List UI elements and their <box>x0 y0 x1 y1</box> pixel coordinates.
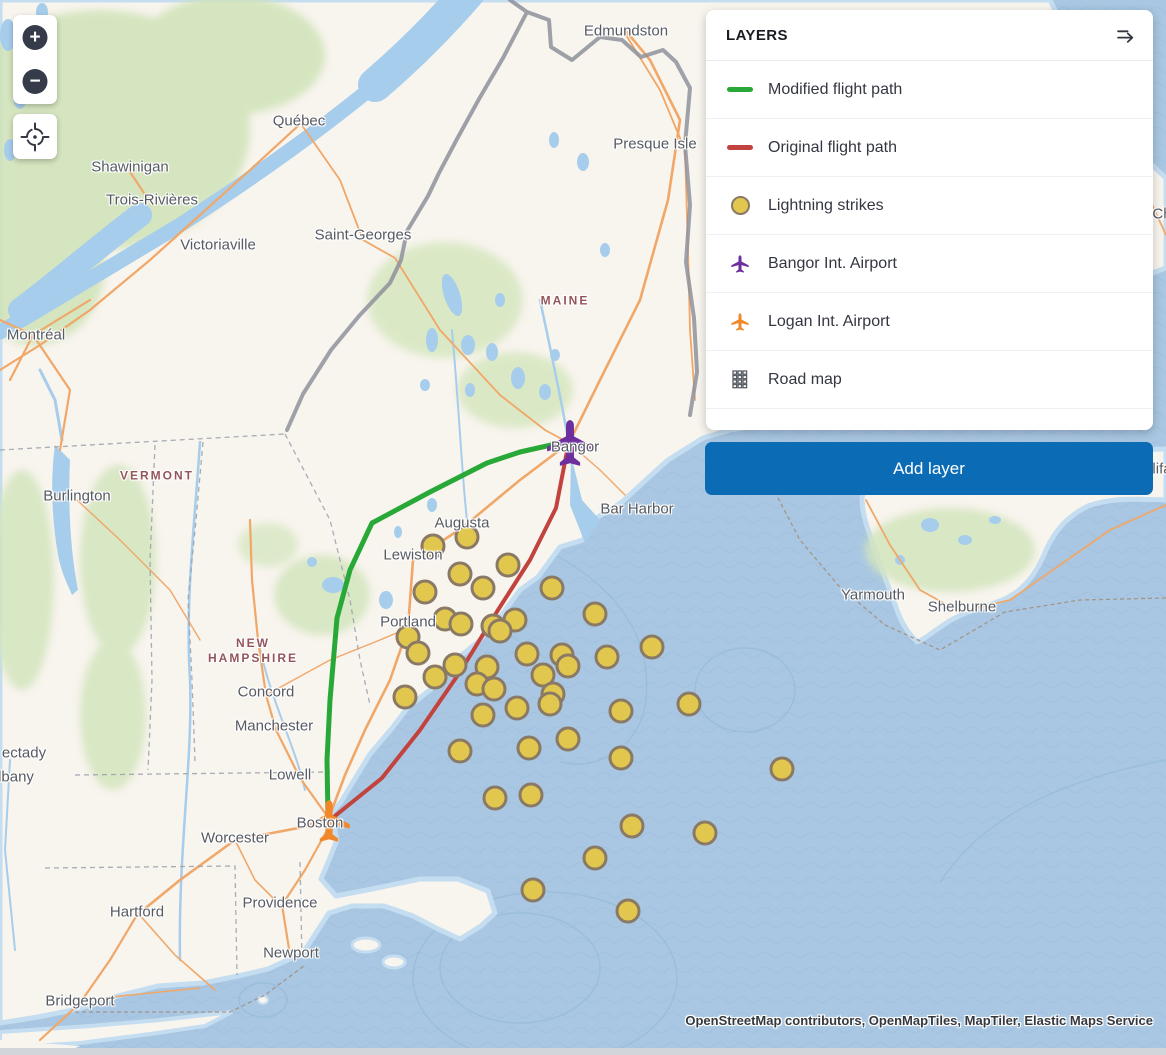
lightning-strike-marker[interactable] <box>487 618 513 644</box>
legend-label: Bangor Int. Airport <box>768 254 897 272</box>
lightning-strike-marker[interactable] <box>514 641 540 667</box>
lightning-strike-marker[interactable] <box>639 634 665 660</box>
legend-label: Original flight path <box>768 138 897 156</box>
lightning-strike-marker[interactable] <box>582 845 608 871</box>
add-layer-button[interactable]: Add layer <box>705 442 1153 495</box>
legend-row-bangor-int-airport[interactable]: Bangor Int. Airport <box>706 235 1153 293</box>
lightning-strike-marker[interactable] <box>470 702 496 728</box>
legend-row-modified-flight-path[interactable]: Modified flight path <box>706 61 1153 119</box>
lightning-strike-marker[interactable] <box>454 524 480 550</box>
lightning-strike-marker[interactable] <box>520 877 546 903</box>
bangor-int-airport-marker[interactable] <box>547 420 593 466</box>
lightning-strike-marker[interactable] <box>481 676 507 702</box>
lightning-strike-marker[interactable] <box>420 533 446 559</box>
legend-label: Modified flight path <box>768 80 903 98</box>
layers-panel: LAYERS Modified flight path Original flig… <box>706 10 1153 430</box>
lightning-strike-marker[interactable] <box>582 601 608 627</box>
layers-panel-title: LAYERS <box>726 26 788 44</box>
lightning-strike-marker[interactable] <box>518 782 544 808</box>
lightning-strike-marker[interactable] <box>447 561 473 587</box>
line-swatch-icon <box>726 87 754 92</box>
lightning-strike-marker[interactable] <box>422 664 448 690</box>
circle-swatch-icon <box>726 196 754 215</box>
legend-label: Road map <box>768 370 842 388</box>
lightning-strike-marker[interactable] <box>537 691 563 717</box>
crosshair-icon <box>20 122 50 151</box>
lightning-strike-marker[interactable] <box>482 785 508 811</box>
collapse-panel-icon <box>1117 30 1134 43</box>
airplane-icon <box>726 312 754 332</box>
legend-row-lightning-strikes[interactable]: Lightning strikes <box>706 177 1153 235</box>
lightning-strike-marker[interactable] <box>392 684 418 710</box>
lightning-strike-marker[interactable] <box>555 726 581 752</box>
lightning-strike-marker[interactable] <box>608 698 634 724</box>
legend-row-road-map[interactable]: Road map <box>706 351 1153 409</box>
lightning-strike-marker[interactable] <box>470 575 496 601</box>
lightning-strike-marker[interactable] <box>769 756 795 782</box>
forest-areas <box>0 0 1035 790</box>
international-border <box>285 0 699 432</box>
locate-control <box>13 114 57 159</box>
lightning-strike-marker[interactable] <box>442 652 468 678</box>
zoom-controls: + − <box>13 15 57 104</box>
lightning-strike-marker[interactable] <box>447 738 473 764</box>
lightning-strikes-layer <box>392 524 795 924</box>
flight-paths <box>324 438 572 822</box>
lightning-strike-marker[interactable] <box>676 691 702 717</box>
line-swatch-icon <box>726 145 754 150</box>
legend-row-original-flight-path[interactable]: Original flight path <box>706 119 1153 177</box>
modified-flight-path[interactable] <box>324 438 572 821</box>
original-flight-path[interactable] <box>328 439 571 822</box>
lightning-strike-marker[interactable] <box>516 735 542 761</box>
lightning-strike-marker[interactable] <box>555 653 581 679</box>
lightning-strike-marker[interactable] <box>539 575 565 601</box>
lightning-strike-marker[interactable] <box>608 745 634 771</box>
map-bottom-strip <box>0 1048 1166 1055</box>
bathymetry-contours <box>238 554 1166 1055</box>
roads <box>0 29 1166 1042</box>
circle-swatch <box>730 196 750 215</box>
lightning-strike-marker[interactable] <box>530 662 556 688</box>
layers-panel-header: LAYERS <box>706 10 1153 61</box>
lightning-strike-marker[interactable] <box>495 552 521 578</box>
grid-icon <box>726 370 754 389</box>
lightning-strike-marker[interactable] <box>692 820 718 846</box>
collapse-panel-button[interactable] <box>1115 24 1137 46</box>
locate-button[interactable] <box>20 122 50 152</box>
logan-int-airport-marker[interactable] <box>308 800 350 842</box>
legend-row-logan-int-airport[interactable]: Logan Int. Airport <box>706 293 1153 351</box>
lightning-strike-marker[interactable] <box>504 695 530 721</box>
lightning-strike-marker[interactable] <box>448 611 474 637</box>
zoom-in-button[interactable]: + <box>22 25 48 50</box>
lightning-strike-marker[interactable] <box>615 898 641 924</box>
line-swatch <box>727 145 753 150</box>
lightning-strike-marker[interactable] <box>412 579 438 605</box>
legend-label: Lightning strikes <box>768 196 884 214</box>
legend-label: Logan Int. Airport <box>768 312 890 330</box>
legend-rows: Modified flight path Original flight path… <box>706 61 1153 409</box>
borders <box>0 0 1166 1013</box>
zoom-out-button[interactable]: − <box>22 69 48 94</box>
airplane-icon <box>726 254 754 274</box>
lightning-strike-marker[interactable] <box>619 813 645 839</box>
lightning-strike-marker[interactable] <box>594 644 620 670</box>
lightning-strike-marker[interactable] <box>405 640 431 666</box>
airport-markers-layer <box>308 420 593 842</box>
line-swatch <box>727 87 753 92</box>
map-attribution: OpenStreetMap contributors, OpenMapTiles… <box>685 1013 1153 1028</box>
